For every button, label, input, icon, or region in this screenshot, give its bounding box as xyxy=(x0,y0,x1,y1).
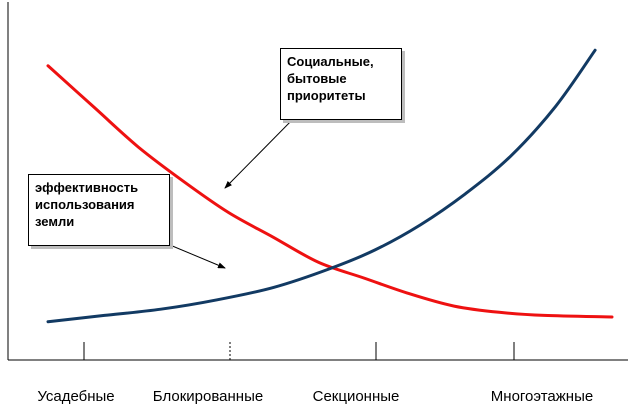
callout-land-efficiency: эффективность использования земли xyxy=(28,174,170,246)
x-category-label: Секционные xyxy=(312,388,400,405)
x-category-label: Усадебные xyxy=(37,388,115,405)
series-line-social-priorities xyxy=(46,64,614,319)
x-category-label: Многоэтажные xyxy=(490,388,594,405)
x-category-label: Блокированные xyxy=(152,388,264,405)
callout-social-arrow xyxy=(224,113,299,189)
callout-social-priorities: Социальные, бытовые приоритеты xyxy=(280,48,402,120)
series-line-land-efficiency xyxy=(46,48,597,324)
